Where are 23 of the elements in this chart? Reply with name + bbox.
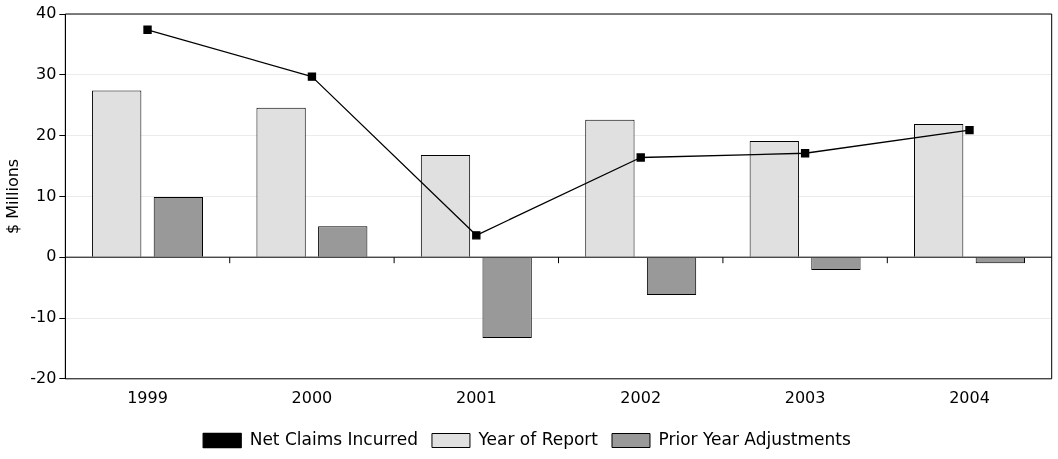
y-axis-title: $ Millions bbox=[2, 158, 22, 234]
x-tick-label: 2003 bbox=[784, 387, 826, 407]
x-tick-label: 2000 bbox=[291, 387, 333, 407]
x-tick-label: 1999 bbox=[127, 387, 168, 407]
y-tick-label: 30 bbox=[35, 63, 57, 83]
point bbox=[965, 125, 974, 135]
point bbox=[472, 231, 481, 240]
x-tick-label: 2004 bbox=[949, 387, 990, 407]
y-tick-label: 0 bbox=[46, 246, 57, 266]
y-tick-label: -20 bbox=[30, 367, 57, 387]
y-tick-label: 10 bbox=[35, 185, 57, 205]
legend-label: Net Claims Incurred bbox=[249, 428, 418, 449]
point bbox=[800, 149, 810, 158]
point bbox=[143, 25, 152, 34]
y-tick-label: 40 bbox=[35, 3, 57, 23]
legend-label: Prior Year Adjustments bbox=[658, 428, 851, 449]
x-tick-label: 2002 bbox=[620, 387, 662, 407]
legend-label: Year of Report bbox=[477, 428, 599, 449]
y-tick-label: -10 bbox=[30, 307, 57, 327]
point bbox=[636, 153, 645, 162]
y-tick-label: 20 bbox=[35, 124, 57, 144]
point bbox=[307, 72, 317, 81]
x-tick-label: 2001 bbox=[455, 387, 497, 407]
